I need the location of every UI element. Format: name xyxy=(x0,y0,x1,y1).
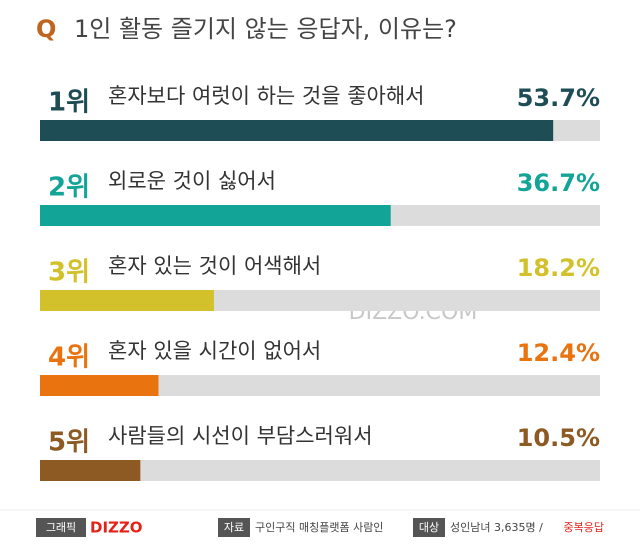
category-label: 외로운 것이 싫어서 xyxy=(108,169,276,193)
target: 성인남녀 3,635명 / xyxy=(450,521,543,534)
rank: 3위 xyxy=(48,258,90,288)
value-label: 36.7% xyxy=(517,169,600,197)
bar xyxy=(40,290,214,311)
category-label: 혼자 있는 것이 어색해서 xyxy=(108,254,321,278)
tag-box xyxy=(36,518,86,537)
chart-title: 1인 활동 즐기지 않는 응답자, 이유는? xyxy=(74,15,457,43)
category-label: 사람들의 시선이 부담스러워서 xyxy=(108,424,373,448)
note: 중복응답 xyxy=(564,521,604,534)
rank: 5위 xyxy=(48,428,90,458)
tag-box xyxy=(218,518,250,537)
source-tag: 자료 xyxy=(224,521,244,534)
value-label: 18.2% xyxy=(517,254,600,282)
bar-track xyxy=(40,375,600,396)
source: 구인구직 매칭플랫폼 사람인 xyxy=(255,521,383,534)
tag-box xyxy=(413,518,445,537)
category-label: 혼자 있을 시간이 없어서 xyxy=(108,339,321,363)
bar xyxy=(40,120,554,141)
value-label: 10.5% xyxy=(517,424,600,452)
value-label: 12.4% xyxy=(517,339,600,367)
target-tag: 대상 xyxy=(419,521,439,534)
bar xyxy=(40,205,391,226)
rank: 2위 xyxy=(48,173,90,203)
bar-track xyxy=(40,460,600,481)
brand: DIZZO xyxy=(90,519,143,537)
rank: 1위 xyxy=(48,88,90,118)
bar xyxy=(40,460,141,481)
bar xyxy=(40,375,159,396)
value-label: 53.7% xyxy=(517,84,600,112)
graphic-tag: 그래픽 xyxy=(46,521,76,534)
title-prefix: Q xyxy=(36,15,56,43)
rank: 4위 xyxy=(48,343,90,373)
category-label: 혼자보다 여럿이 하는 것을 좋아해서 xyxy=(108,84,425,108)
